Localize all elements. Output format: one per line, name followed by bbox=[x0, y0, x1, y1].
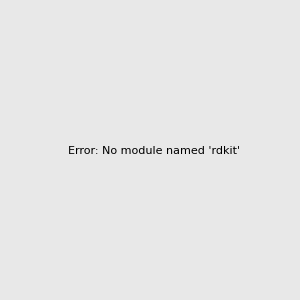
Text: Error: No module named 'rdkit': Error: No module named 'rdkit' bbox=[68, 146, 240, 157]
